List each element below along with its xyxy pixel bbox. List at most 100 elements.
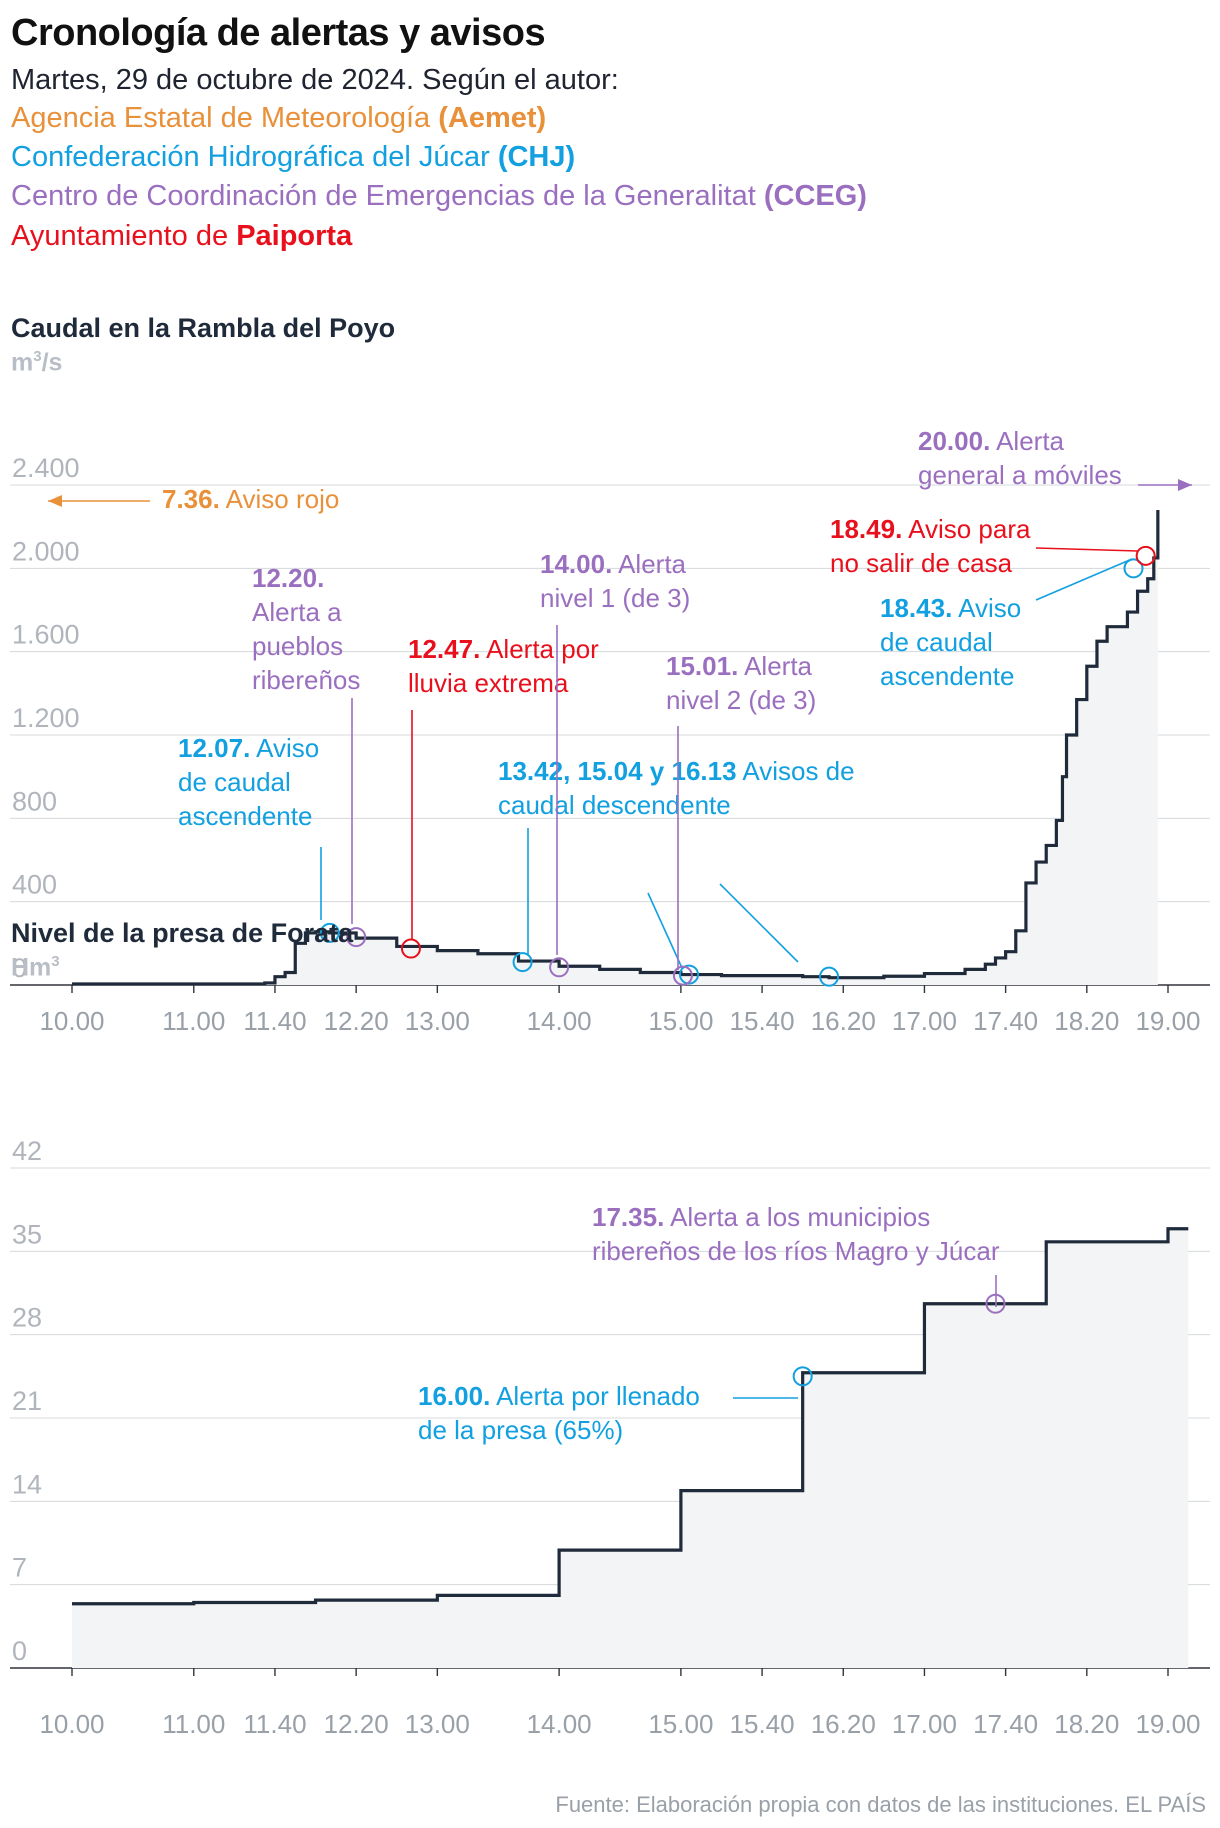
chart2-ytick-label: 28 [12,1303,42,1333]
chart2-title: Nivel de la presa de Forata [11,918,354,948]
chart1-area-fill [72,510,1158,985]
chart2-xtick-label: 11.40 [243,1709,306,1739]
event-text-line: pueblos [252,631,343,661]
chart1-event-marker [672,965,693,986]
chart2-xtick-label: 17.00 [892,1709,957,1739]
chart1-ytick-label: 2.400 [12,453,80,483]
chart1-event-marker [819,966,840,987]
event-time: 18.49. [830,514,902,544]
event-text-line: Alerta [738,651,812,681]
chart1-event-marker [679,964,700,985]
event-time: 18.43. [880,593,952,623]
chart2-xtick-label: 16.20 [811,1709,876,1739]
event-text-line: nivel 1 (de 3) [540,583,690,613]
chart1-xtick-label: 19.00 [1135,1006,1200,1036]
event-time: 15.01. [666,651,738,681]
event-text-line: de caudal [880,627,993,657]
event-time: 16.00. [418,1381,490,1411]
chart1-event-marker [319,922,340,943]
chart1-event-marker [400,938,421,959]
event-time: 12.47. [408,634,480,664]
legend-aemet-name: Agencia Estatal de Meteorología [11,102,431,134]
event-text-line: caudal descendente [498,790,731,820]
legend-chj-name: Confederación Hidrográfica del Júcar [11,141,490,173]
chart1-event-label: 18.43. Aviso de caudal ascendente [880,593,1021,691]
page-title: Cronología de alertas y avisos [11,12,546,54]
legend-paiporta-abbr: Paiporta [236,220,353,252]
event-time: 7.36. [162,484,220,514]
chart1-ytick-label: 800 [12,786,57,816]
legend-paiporta-name: Ayuntamiento de [11,220,229,252]
chart1-event-label: 18.49. Aviso para no salir de casa [830,514,1031,578]
chart2-xtick-label: 14.00 [527,1709,592,1739]
legend-cceg-name: Centro de Coordinación de Emergencias de… [11,180,756,212]
chart2-ytick-label: 14 [12,1469,42,1499]
event-text-line: Aviso [952,593,1021,623]
dam-level-chart: 0 7 14 21 28 35 42 10.00 11.00 11.40 12.20 13.00 14.… [10,1136,1210,1739]
chart1-event-label: 14.00. Alerta nivel 1 (de 3) [540,549,690,613]
chart2-xtick-label: 15.00 [648,1709,713,1739]
chart1-event-marker [346,927,367,948]
chart1-xtick-label: 11.00 [162,1006,225,1036]
legend-cceg: Centro de Coordinación de Emergencias de… [11,180,867,213]
chart1-ytick-label: 0 [12,953,27,983]
source-note: Fuente: Elaboración propia con datos de … [555,1792,1206,1817]
chart2-xtick-label: 19.00 [1135,1709,1200,1739]
chart2-series-line [72,1227,1189,1606]
chart1-series-line [72,510,1160,986]
chart1-xtick-label: 15.40 [730,1006,795,1036]
event-text-line: Alerta por [480,634,599,664]
event-text-line: Alerta a [252,597,342,627]
event-text-line: Alerta a los municipios [664,1202,930,1232]
event-text-line: ascendente [178,801,312,831]
legend-aemet-abbr: (Aemet) [438,102,547,134]
event-time: 13.42, 15.04 y 16.13 [498,756,737,786]
chart1-event-marker [1123,558,1144,579]
chart2-event-marker [985,1293,1006,1314]
chart1-ytick-label: 1.600 [12,620,80,650]
chart1-xtick-label: 13.00 [405,1006,470,1036]
event-text-line: Aviso [250,733,319,763]
chart1-title: Caudal en la Rambla del Poyo [11,313,396,343]
chart1-xtick-label: 14.00 [527,1006,592,1036]
chart1-event-leader [1035,547,1139,552]
chart2-ytick-label: 42 [12,1136,42,1166]
chart1-arrowhead-icon [48,495,62,507]
event-text-line: Aviso para [902,514,1031,544]
chart1-ytick-label: 400 [12,870,57,900]
chart1-event-leader [1035,558,1133,601]
event-text-line: de la presa (65%) [418,1415,623,1445]
chart1-xtick-label: 15.00 [648,1006,713,1036]
event-time: 14.00. [540,549,612,579]
chart1-event-marker [512,952,533,973]
chart2-xtick-label: 13.00 [405,1709,470,1739]
chart2-event-marker [792,1366,813,1387]
event-text-line: Alerta [990,426,1064,456]
event-text-line: no salir de casa [830,548,1013,578]
chart2-unit: Hm3 [11,953,60,982]
legend-cceg-abbr: (CCEG) [763,180,867,212]
chart2-ytick-label: 35 [12,1219,42,1249]
event-text-line: de caudal [178,767,291,797]
chart1-event-label: 12.07. Aviso de caudal ascendente [178,733,319,831]
chart1-xtick-label: 12.20 [324,1006,389,1036]
chart1-xtick-label: 18.20 [1054,1006,1119,1036]
chart1-xtick-label: 10.00 [39,1006,104,1036]
chart2-xtick-label: 17.40 [973,1709,1038,1739]
chart1-event-marker [1135,545,1156,566]
chart1-event-label: 12.47. Alerta por lluvia extrema [408,634,599,698]
event-time: 17.35. [592,1202,664,1232]
event-text-line: nivel 2 (de 3) [666,685,816,715]
chart1-event-label: 13.42, 15.04 y 16.13 Avisos de caudal des… [498,756,855,820]
chart2-xtick-label: 11.00 [162,1709,225,1739]
chart1-ytick-label: 2.000 [12,536,80,566]
chart1-event-label: 12.20. Alerta a pueblos ribereños [252,563,360,695]
chart1-xtick-label: 16.20 [811,1006,876,1036]
chart2-ytick-label: 21 [12,1386,42,1416]
chart1-event-label: 7.36. Aviso rojo [162,484,339,514]
chart2-xtick-label: 18.20 [1054,1709,1119,1739]
flow-chart: 0 400 800 1.200 1.600 2.000 2.400 10.00 11.00 11.… [10,426,1210,1036]
chart1-xtick-label: 11.40 [243,1006,306,1036]
event-text-line: general a móviles [918,460,1122,490]
chart2-event-label: 17.35. Alerta a los municipios ribereños … [592,1202,1000,1266]
